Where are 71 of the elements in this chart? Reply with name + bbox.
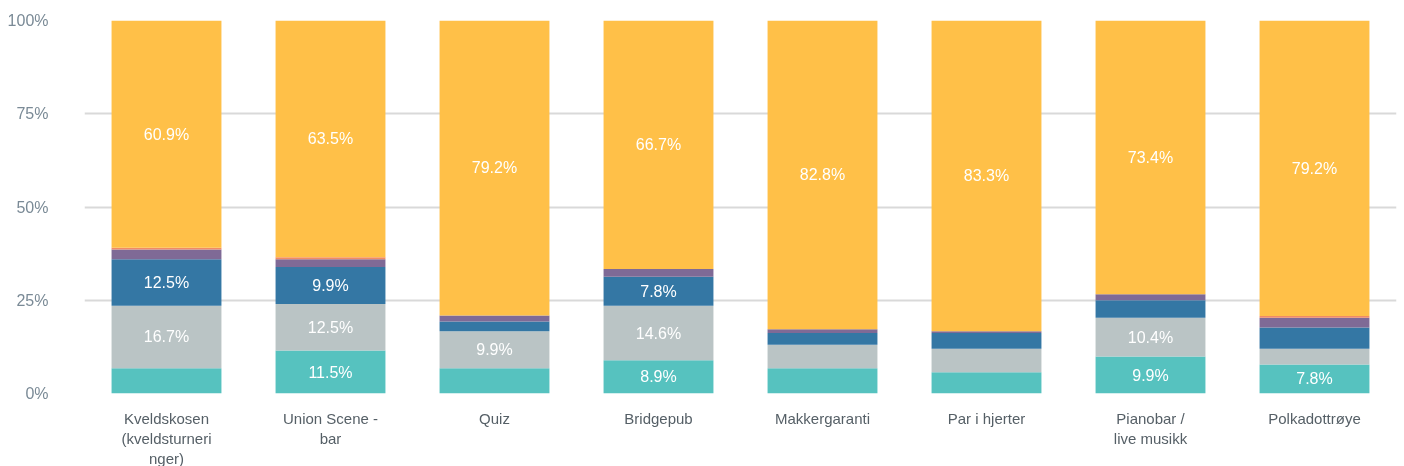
bar (931, 372, 1042, 394)
bar (1095, 300, 1206, 318)
bar (603, 360, 714, 394)
data-label: 14.6% (635, 324, 682, 342)
data-label: 12.5% (307, 318, 354, 336)
bar (1095, 317, 1206, 357)
data-label: 60.9% (143, 125, 190, 143)
y-tick-label: 50% (16, 198, 49, 216)
bar (439, 368, 550, 394)
y-tick-label: 25% (16, 291, 49, 309)
bar (603, 20, 714, 269)
bar (931, 348, 1042, 373)
data-label: 9.9% (312, 277, 349, 295)
bar (111, 305, 222, 369)
bar (275, 267, 386, 304)
data-label: 66.7% (635, 136, 682, 154)
y-tick-label: 0% (25, 385, 49, 402)
data-label: 8.9% (640, 368, 677, 386)
bar (767, 333, 878, 345)
bar (275, 303, 386, 351)
bar (1259, 348, 1370, 365)
bar (111, 259, 222, 306)
bar (111, 20, 222, 248)
bar (1259, 364, 1370, 394)
bar (931, 20, 1042, 332)
data-label: 82.8% (799, 166, 846, 184)
bar (439, 331, 550, 369)
bar (1259, 317, 1370, 328)
y-tick-label: 100% (7, 12, 49, 29)
bar (439, 321, 550, 332)
data-label: 11.5% (308, 363, 353, 381)
x-tick-label: Par i hjerter (947, 409, 1026, 427)
bar (111, 368, 222, 394)
bar (275, 20, 386, 258)
data-label: 9.9% (476, 341, 513, 359)
y-tick-label: 75% (16, 105, 49, 123)
bar (1095, 294, 1206, 301)
x-tick-label: Bridgepub (624, 409, 693, 427)
data-label: 7.8% (1296, 370, 1333, 388)
data-label: 73.4% (1127, 148, 1174, 166)
data-label: 16.7% (143, 328, 190, 346)
bar (275, 259, 386, 268)
x-tick-label: Pianobar / live musikk (1113, 409, 1188, 447)
bar (767, 344, 878, 369)
bar (1095, 356, 1206, 394)
x-tick-label: Union Scene - bar (282, 409, 379, 447)
bar (1095, 20, 1206, 295)
bar (1259, 20, 1370, 316)
data-label: 63.5% (307, 130, 354, 148)
bar (767, 329, 878, 334)
bar (275, 350, 386, 394)
data-label: 9.9% (1132, 366, 1169, 384)
bar (767, 20, 878, 330)
data-label: 79.2% (471, 159, 518, 177)
bar (603, 305, 714, 361)
bar (439, 315, 550, 322)
bar (439, 20, 550, 316)
x-tick-label: Quiz (479, 409, 510, 427)
bar (1259, 327, 1370, 349)
data-label: 79.2% (1291, 159, 1338, 177)
bar (111, 249, 222, 260)
bar (603, 268, 714, 277)
x-tick-label: Polkadottrøye (1268, 409, 1361, 427)
bar (767, 368, 878, 394)
bar (931, 333, 1042, 349)
data-label: 83.3% (963, 167, 1010, 185)
x-tick-label: Makkergaranti (774, 409, 871, 427)
bar (603, 276, 714, 306)
data-label: 12.5% (143, 274, 190, 292)
data-label: 7.8% (640, 282, 677, 300)
data-label: 10.4% (1127, 328, 1174, 346)
